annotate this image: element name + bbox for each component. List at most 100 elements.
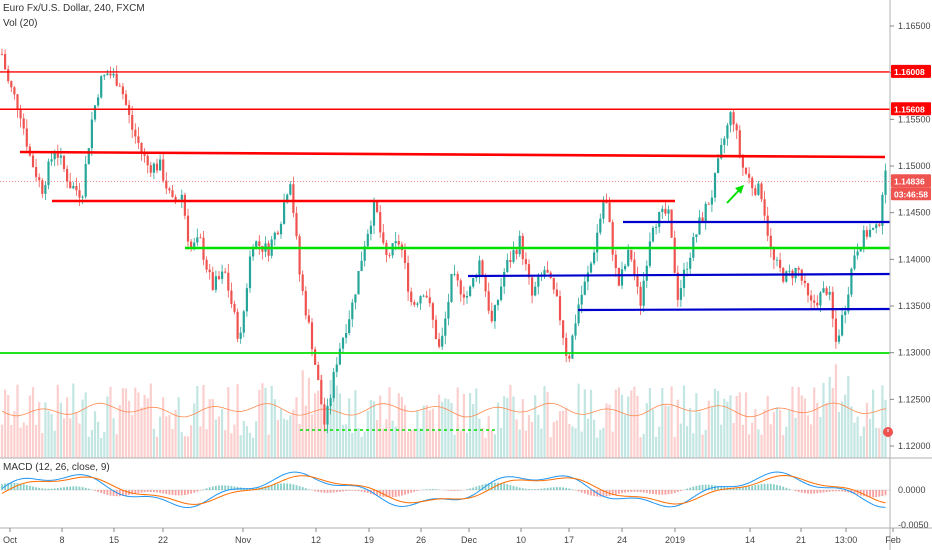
volume-bar	[323, 413, 326, 458]
macd-pane	[0, 471, 890, 509]
volume-bar	[152, 428, 155, 458]
macd-histogram-bar	[478, 485, 481, 490]
macd-histogram-bar	[872, 490, 874, 498]
volume-bar	[797, 387, 800, 458]
volume-bar	[298, 423, 301, 458]
volume-bar	[475, 388, 478, 458]
volume-bar	[56, 384, 59, 458]
candle-body	[605, 202, 608, 204]
candle-body	[10, 81, 13, 88]
price-candles[interactable]	[0, 48, 887, 434]
macd-histogram-bar	[215, 485, 217, 490]
trendlines[interactable]	[0, 71, 891, 431]
candle-body	[862, 230, 865, 250]
volume-bar	[834, 364, 837, 458]
candle-body	[779, 259, 782, 268]
macd-histogram-bar	[751, 485, 754, 490]
macd-histogram-bar	[230, 485, 233, 490]
volume-bar	[707, 400, 710, 458]
candle-body	[853, 255, 856, 269]
volume-bar	[490, 429, 493, 458]
volume-bar	[713, 388, 717, 458]
volume-bar	[766, 395, 769, 458]
volume-bar	[574, 428, 577, 458]
macd-histogram-bar	[63, 487, 65, 490]
macd-histogram-bar	[44, 488, 47, 490]
macd-histogram-bar	[680, 490, 682, 491]
candle-body	[562, 320, 565, 338]
volume-bar	[493, 434, 496, 458]
volume-bar	[425, 404, 428, 458]
volume-bar	[527, 414, 531, 458]
candle-body	[509, 259, 512, 262]
candle-body	[295, 213, 298, 237]
candle-body	[276, 232, 279, 235]
volume-bar	[568, 423, 571, 458]
candle-body	[772, 248, 775, 260]
candle-body	[137, 136, 140, 143]
candle-body	[596, 232, 599, 253]
volume-bar	[698, 412, 701, 458]
volume-bar	[354, 390, 357, 458]
volume-bar	[565, 408, 568, 458]
candle-body	[717, 158, 720, 174]
macd-histogram-bar	[292, 484, 295, 490]
candle-body	[487, 291, 490, 311]
volume-bar	[124, 388, 128, 458]
volume-bar	[174, 409, 177, 458]
candle-body	[205, 259, 208, 270]
macd-histogram-bar	[84, 487, 87, 490]
volume-bar	[593, 419, 596, 458]
macd-histogram-bar	[543, 488, 546, 490]
volume-bar	[171, 429, 174, 458]
candle-body	[472, 277, 475, 287]
volume-bar	[115, 434, 118, 458]
volume-bar	[555, 420, 558, 458]
volume-bar	[831, 388, 834, 458]
macd-histogram-bar	[577, 490, 580, 492]
candle-body	[558, 296, 562, 321]
macd-histogram-bar	[450, 490, 453, 491]
volume-bar	[422, 405, 425, 458]
volume-bar	[630, 390, 633, 458]
macd-histogram-bar	[339, 490, 341, 492]
candle-body	[109, 73, 112, 76]
candle-body	[816, 302, 819, 306]
price-tick-label: 1.15500	[898, 114, 931, 124]
volume-bar	[620, 394, 624, 458]
candle-body	[450, 273, 453, 302]
macd-histogram-bar	[376, 490, 378, 496]
volume-bar	[748, 434, 751, 458]
volume-bar	[286, 419, 289, 458]
volume-bar	[779, 409, 782, 458]
candle-body	[707, 203, 710, 205]
price-tick-label: 1.14000	[898, 254, 931, 264]
candle-body	[255, 241, 258, 249]
volume-bar	[484, 437, 487, 458]
candle-body	[757, 183, 760, 195]
candle-body	[469, 286, 472, 296]
candle-body	[159, 159, 162, 171]
volume-bar	[837, 411, 841, 458]
time-tick-label: 24	[617, 535, 627, 545]
macd-histogram-bar	[308, 489, 310, 490]
macd-histogram-bar	[599, 490, 602, 497]
volume-bar	[549, 437, 552, 458]
candle-body	[351, 302, 354, 320]
volume-bar	[180, 432, 183, 458]
candle-body	[515, 250, 518, 255]
macd-histogram-bar	[404, 490, 406, 495]
macd-histogram-bar	[283, 483, 285, 490]
candle-body	[748, 173, 751, 178]
volume-bar	[81, 399, 84, 458]
candle-body	[701, 217, 704, 222]
macd-histogram-bar	[540, 488, 543, 490]
volume-bar	[97, 421, 100, 458]
candle-body	[134, 129, 137, 137]
volume-bar	[658, 426, 661, 458]
volume-bar	[816, 402, 819, 458]
macd-histogram-bar	[729, 487, 732, 490]
macd-histogram-bar	[835, 490, 837, 492]
